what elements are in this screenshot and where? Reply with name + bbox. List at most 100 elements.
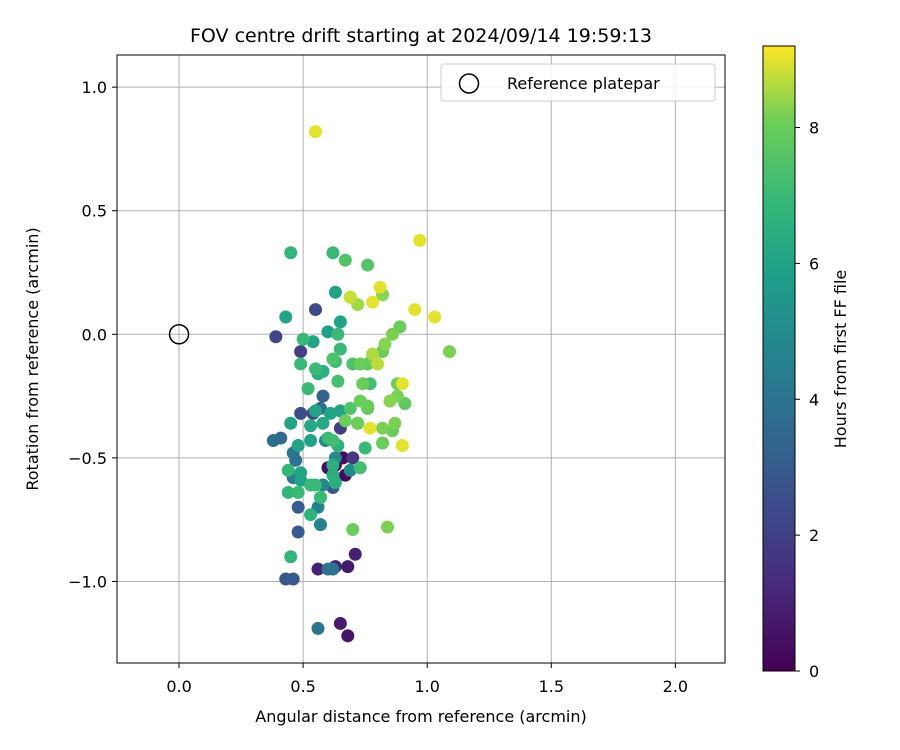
data-point — [269, 330, 283, 344]
data-point — [356, 377, 370, 391]
data-point — [328, 476, 342, 490]
y-axis-label: Rotation from reference (arcmin) — [23, 227, 42, 490]
data-point — [289, 453, 303, 467]
data-point — [361, 399, 375, 413]
data-point — [291, 500, 305, 514]
data-point — [306, 335, 320, 349]
data-point — [343, 290, 357, 304]
data-point — [343, 401, 357, 415]
data-point — [348, 547, 362, 561]
colorbar-tick-label: 8 — [809, 119, 819, 138]
data-point — [294, 473, 308, 487]
data-point — [376, 436, 390, 450]
data-point — [304, 434, 318, 448]
data-point — [331, 374, 345, 388]
chart-title: FOV centre drift starting at 2024/09/14 … — [190, 25, 652, 47]
x-axis-label: Angular distance from reference (arcmin) — [255, 707, 586, 726]
data-point — [358, 441, 372, 455]
y-tick-label: 1.0 — [82, 78, 107, 97]
data-point — [376, 421, 390, 435]
data-point — [294, 357, 308, 371]
data-point — [291, 525, 305, 539]
data-point — [346, 523, 360, 537]
data-point — [313, 518, 327, 532]
data-point — [408, 303, 422, 317]
data-point — [286, 572, 300, 586]
data-point — [296, 332, 310, 346]
data-point — [346, 451, 360, 465]
data-point — [301, 382, 315, 396]
data-point — [341, 560, 355, 574]
data-point — [291, 439, 305, 453]
data-point — [361, 258, 375, 272]
data-point — [373, 280, 387, 294]
x-tick-label: 0.0 — [166, 677, 191, 696]
colorbar-tick-label: 6 — [809, 254, 819, 273]
data-point — [333, 404, 347, 418]
data-point — [266, 434, 280, 448]
data-point — [333, 315, 347, 329]
data-point — [331, 327, 345, 341]
data-point — [341, 629, 355, 643]
y-tick-label: 0.0 — [82, 325, 107, 344]
colorbar-ticks: 0 2 4 6 8 — [795, 119, 819, 681]
x-tick-label: 0.5 — [290, 677, 315, 696]
data-point — [428, 310, 442, 324]
data-point — [363, 421, 377, 435]
colorbar: 0 2 4 6 8 Hours from first FF file — [762, 45, 850, 681]
colorbar-label: Hours from first FF file — [831, 270, 850, 449]
legend-marker-icon — [458, 73, 480, 94]
data-point — [333, 342, 347, 356]
data-point — [311, 621, 325, 635]
data-point — [309, 303, 323, 317]
data-point — [316, 416, 330, 430]
y-tick-label: 0.5 — [82, 202, 107, 221]
data-point — [343, 463, 357, 477]
data-point — [309, 404, 323, 418]
data-point — [328, 285, 342, 299]
data-point — [326, 562, 340, 576]
y-tick-label: −1.0 — [68, 572, 107, 591]
data-point — [304, 508, 318, 522]
reference-point-icon — [168, 324, 190, 345]
data-point — [313, 490, 327, 504]
grid-lines — [117, 55, 725, 663]
data-point — [388, 416, 402, 430]
data-point — [338, 414, 352, 428]
data-point — [321, 325, 335, 339]
data-point — [284, 416, 298, 430]
data-point — [326, 246, 340, 260]
data-point — [380, 520, 394, 534]
y-tick-label: −0.5 — [68, 449, 107, 468]
data-point — [294, 406, 308, 420]
data-point — [326, 352, 340, 366]
x-tick-label: 2.0 — [663, 677, 688, 696]
data-point — [413, 233, 427, 247]
x-tick-label: 1.0 — [414, 677, 439, 696]
colorbar-tick-label: 0 — [809, 662, 819, 681]
data-point — [385, 327, 399, 341]
data-point — [281, 485, 295, 499]
data-point — [304, 419, 318, 433]
data-point — [284, 246, 298, 260]
data-point — [284, 550, 298, 564]
legend-box — [440, 63, 716, 102]
plot-frame — [116, 54, 726, 664]
data-point — [338, 253, 352, 267]
data-point — [281, 463, 295, 477]
x-axis-ticks: 0.0 0.5 1.0 1.5 2.0 — [166, 663, 688, 696]
data-point — [353, 357, 367, 371]
data-point — [316, 389, 330, 403]
reference-marker — [168, 324, 190, 345]
legend-label: Reference platepar — [507, 74, 660, 93]
data-point — [304, 478, 318, 492]
data-point — [323, 406, 337, 420]
colorbar-tick-label: 4 — [809, 390, 819, 409]
data-point — [309, 125, 323, 139]
data-point — [311, 562, 325, 576]
data-point — [326, 434, 340, 448]
data-point — [383, 394, 397, 408]
data-point — [366, 295, 380, 309]
data-point — [443, 345, 457, 359]
